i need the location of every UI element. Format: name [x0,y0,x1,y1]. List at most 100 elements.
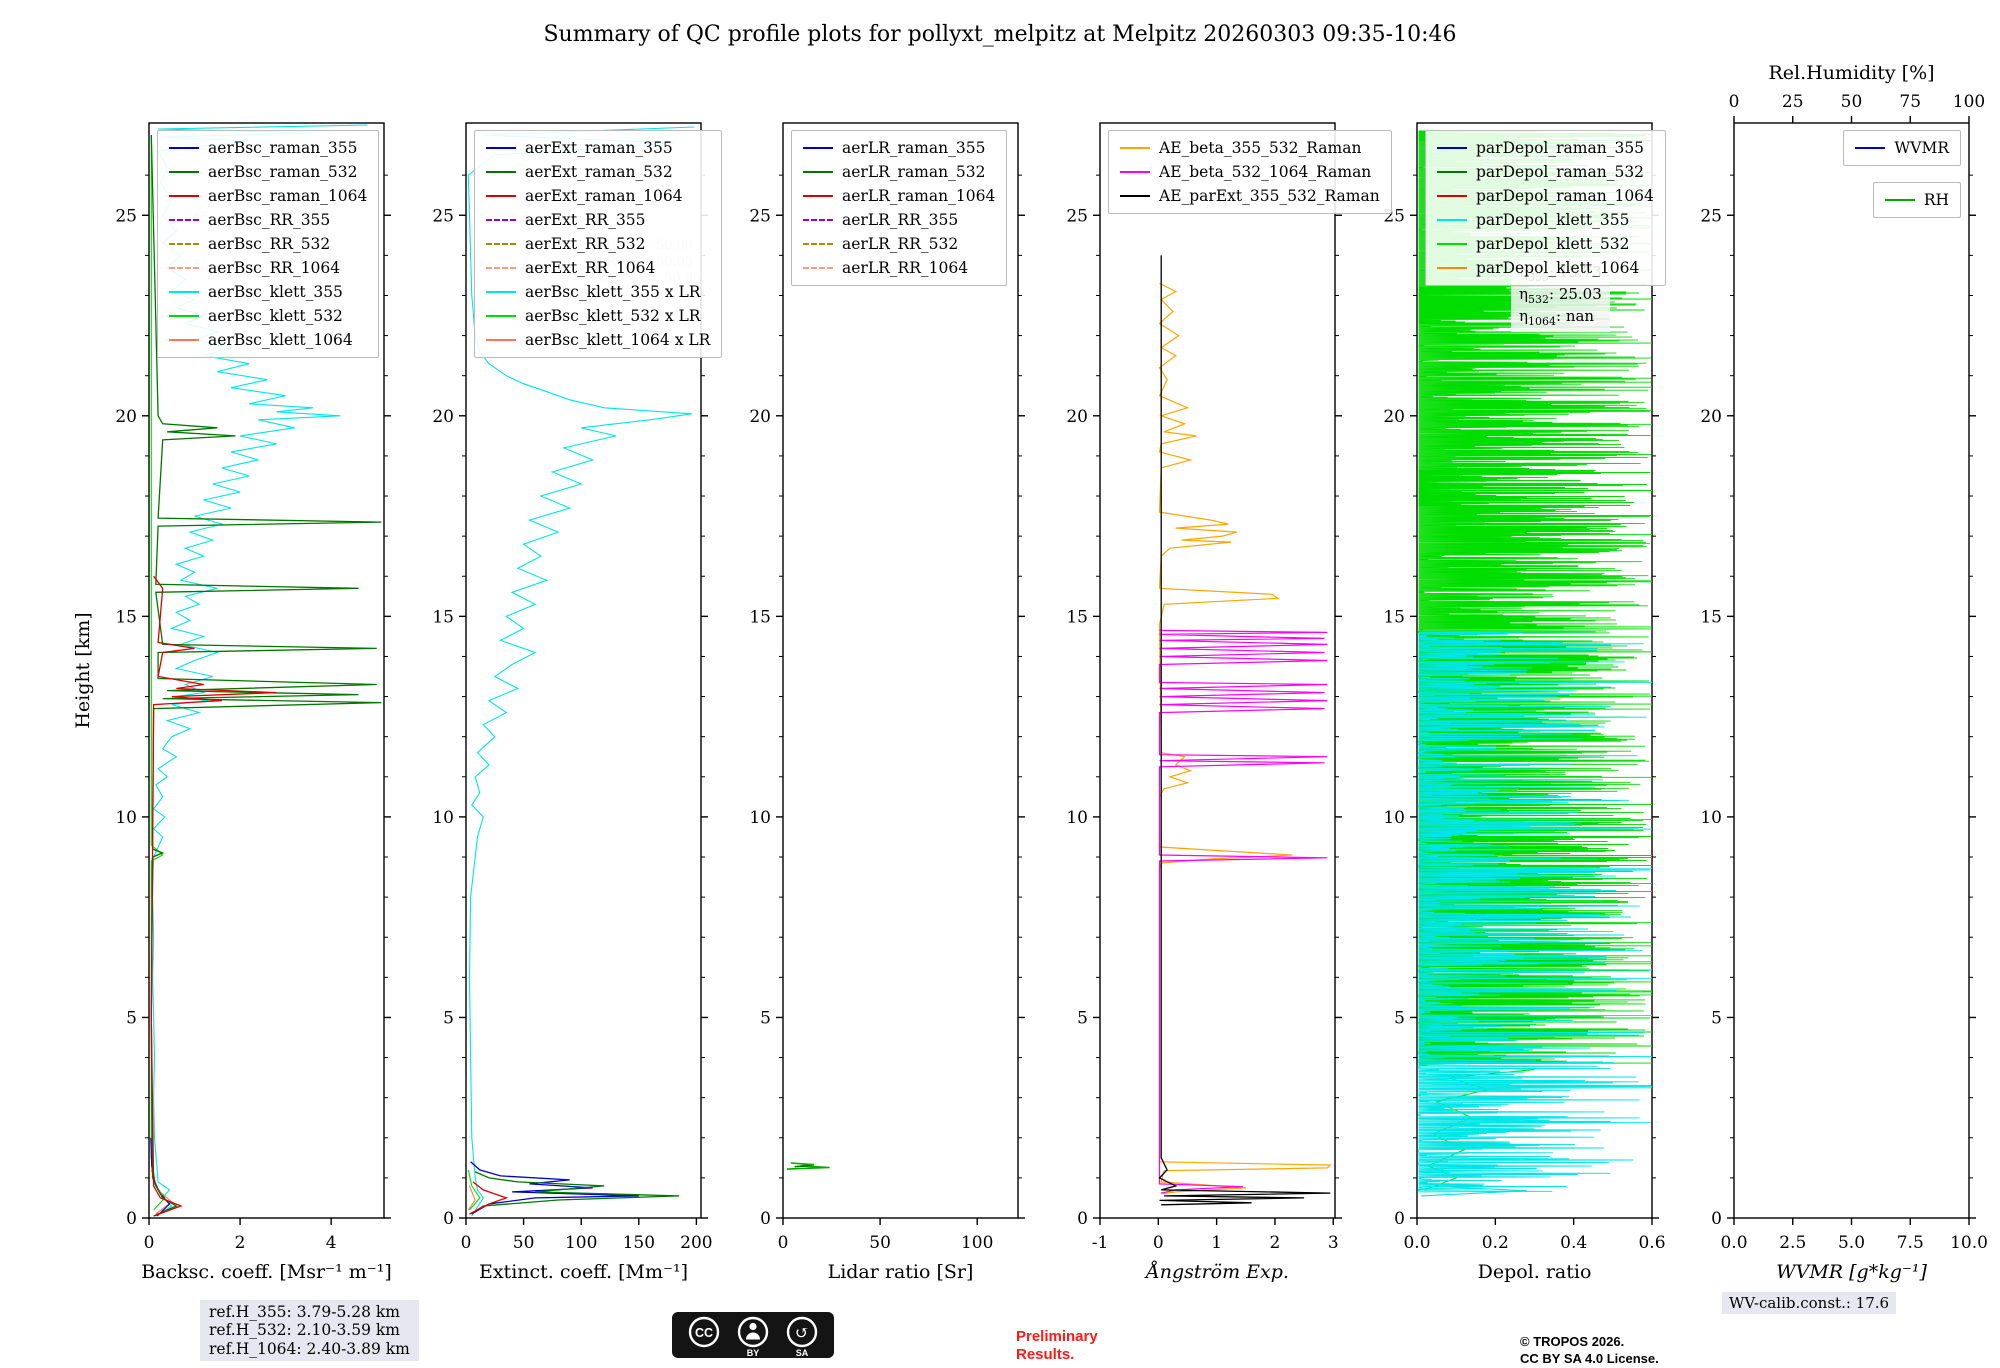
by-person-body [746,1332,760,1340]
legend-entry: aerLR_RR_1064 [803,256,995,280]
legend-swatch-parDepol_raman_532 [1437,171,1467,173]
y-tick-label: 0 [1077,1209,1088,1229]
legend-entry: aerBsc_klett_355 x LR [486,280,710,304]
y-tick-label: 15 [1700,607,1722,627]
sa-arrow: ↺ [795,1324,809,1344]
legend-entry: aerExt_raman_532 [486,160,710,184]
by-icon [737,1316,769,1348]
legend-label: aerLR_raman_355 [842,139,986,157]
x-tick-label: 100 [565,1233,597,1253]
copyright-line-1: © TROPOS 2026. [1520,1334,1625,1349]
legend-swatch-parDepol_klett_355 [1437,219,1467,221]
x-axis-label: WVMR [g*kg⁻¹] [1776,1261,1927,1283]
y-tick-label: 15 [1066,607,1088,627]
y-tick-label: 25 [115,206,137,226]
legend-swatch-aerBsc_klett_532 x LR [486,315,516,317]
y-tick-label: 20 [1700,407,1722,427]
series-aerBsc_klett_355_x_LR [467,126,695,1217]
y-tick-label: 0 [126,1209,137,1229]
y-tick-label: 10 [749,808,771,828]
legend-label: aerBsc_raman_532 [208,163,358,181]
annotation-line: η1064: nan [1519,307,1595,329]
panel-extinction: 0 5 10 15 20 25 0 50 100 150 200 Extinct. coeff. [M… [432,122,713,1283]
legend-entry: aerLR_RR_532 [803,232,995,256]
y-tick-label: 5 [1711,1008,1722,1028]
x-tick-label: 50 [513,1233,535,1253]
top-axis-label: Rel.Humidity [%] [1768,62,1934,84]
x-tick-label: 3 [1328,1233,1339,1253]
legend-label: parDepol_raman_1064 [1476,187,1654,205]
legend-swatch-aerBsc_klett_532 [169,315,199,317]
legend-entry: aerExt_RR_532 [486,232,710,256]
y-tick-label: 5 [126,1008,137,1028]
sa-icon [786,1316,818,1348]
legend-label: parDepol_raman_355 [1476,139,1645,157]
legend-box: AE_beta_355_532_Raman AE_beta_532_1064_Ra… [1108,130,1392,214]
series-parDepol_klett_355_low [1420,1185,1527,1197]
y-tick-label: 20 [432,407,454,427]
ref-h-1064: ref.H_1064: 2.40-3.89 km [209,1339,410,1358]
preliminary-results-note: Preliminary Results. [1016,1328,1098,1364]
legend-swatch-aerBsc_RR_532 [169,243,199,245]
noise-parDepol_klett_532_noise [1417,130,1652,1067]
legend-label: aerBsc_klett_355 x LR [525,283,701,301]
legend-entry: aerExt_raman_1064 [486,184,710,208]
legend-group-angstrom: AE_beta_355_532_Raman AE_beta_532_1064_Ra… [1108,130,1392,214]
x-tick-label: 7.5 [1897,1233,1924,1253]
y-tick-label: 15 [749,607,771,627]
series-aerBsc_raman_1064 [150,575,277,1217]
legend-label: aerBsc_klett_355 [208,283,343,301]
legend-swatch-RH [1884,199,1915,201]
legend-label: parDepol_klett_355 [1476,211,1630,229]
legend-label: aerExt_RR_532 [525,235,646,253]
legend-label: aerBsc_klett_1064 [208,331,353,349]
legend-label: aerBsc_RR_1064 [208,259,341,277]
y-tick-label: 5 [1394,1008,1405,1028]
legend-box: WVMR [1843,130,1961,166]
legend-swatch-aerLR_raman_355 [803,147,833,149]
legend-box: aerBsc_raman_355 aerBsc_raman_532 aerBsc_r… [157,130,380,358]
legend-label: aerLR_RR_532 [842,235,959,253]
series-AE_parExt_355_532_Raman [1158,255,1331,1206]
legend-label: aerBsc_RR_355 [208,211,331,229]
x-tick-label: 2 [235,1233,246,1253]
x-tick-label: 0.0 [1403,1233,1430,1253]
legend-group-extinction: aerExt_raman_355 aerExt_raman_532 aerExt_r… [474,130,723,358]
y-tick-label: 10 [1383,808,1405,828]
legend-box: RH [1872,182,1961,218]
x-tick-label: 50 [869,1233,891,1253]
legend-entry: aerBsc_RR_532 [169,232,367,256]
legend-group-lidar-ratio: aerLR_raman_355 aerLR_raman_532 aerLR_rama… [791,130,1008,286]
x-tick-label: 0 [144,1233,155,1253]
legend-label: AE_beta_532_1064_Raman [1159,163,1372,181]
x-tick-label: 2.5 [1779,1233,1806,1253]
x-tick-label: 0 [461,1233,472,1253]
y-tick-label: 15 [115,607,137,627]
legend-label: aerBsc_klett_532 [208,307,343,325]
y-tick-label: 25 [1700,206,1722,226]
legend-label: parDepol_klett_1064 [1476,259,1640,277]
legend-entry: aerLR_raman_355 [803,136,995,160]
legend-swatch-aerLR_raman_1064 [803,195,833,197]
y-tick-label: 10 [1700,808,1722,828]
legend-swatch-aerLR_RR_532 [803,243,833,245]
x-tick-label: 1 [1211,1233,1222,1253]
y-tick-label: 25 [1066,206,1088,226]
x-tick-label: -1 [1092,1233,1109,1253]
y-tick-label: 0 [760,1209,771,1229]
legend-entry: parDepol_klett_532 [1437,232,1654,256]
y-tick-label: 5 [760,1008,771,1028]
legend-box: aerExt_raman_355 aerExt_raman_532 aerExt_r… [474,130,723,358]
series-aerExt_raman_1064 [469,1181,509,1215]
legend-swatch-aerBsc_klett_1064 x LR [486,339,516,341]
legend-swatch-aerExt_RR_532 [486,243,516,245]
legend-swatch-parDepol_raman_355 [1437,147,1467,149]
legend-swatch-aerBsc_raman_1064 [169,195,199,197]
y-tick-label: 0 [1711,1209,1722,1229]
legend-label: aerBsc_raman_355 [208,139,358,157]
legend-swatch-aerExt_raman_355 [486,147,516,149]
x-axis-label: Backsc. coeff. [Msr⁻¹ m⁻¹] [141,1261,392,1283]
legend-entry: aerBsc_raman_1064 [169,184,367,208]
legend-entry: AE_beta_532_1064_Raman [1120,160,1380,184]
legend-label: aerExt_raman_1064 [525,187,683,205]
